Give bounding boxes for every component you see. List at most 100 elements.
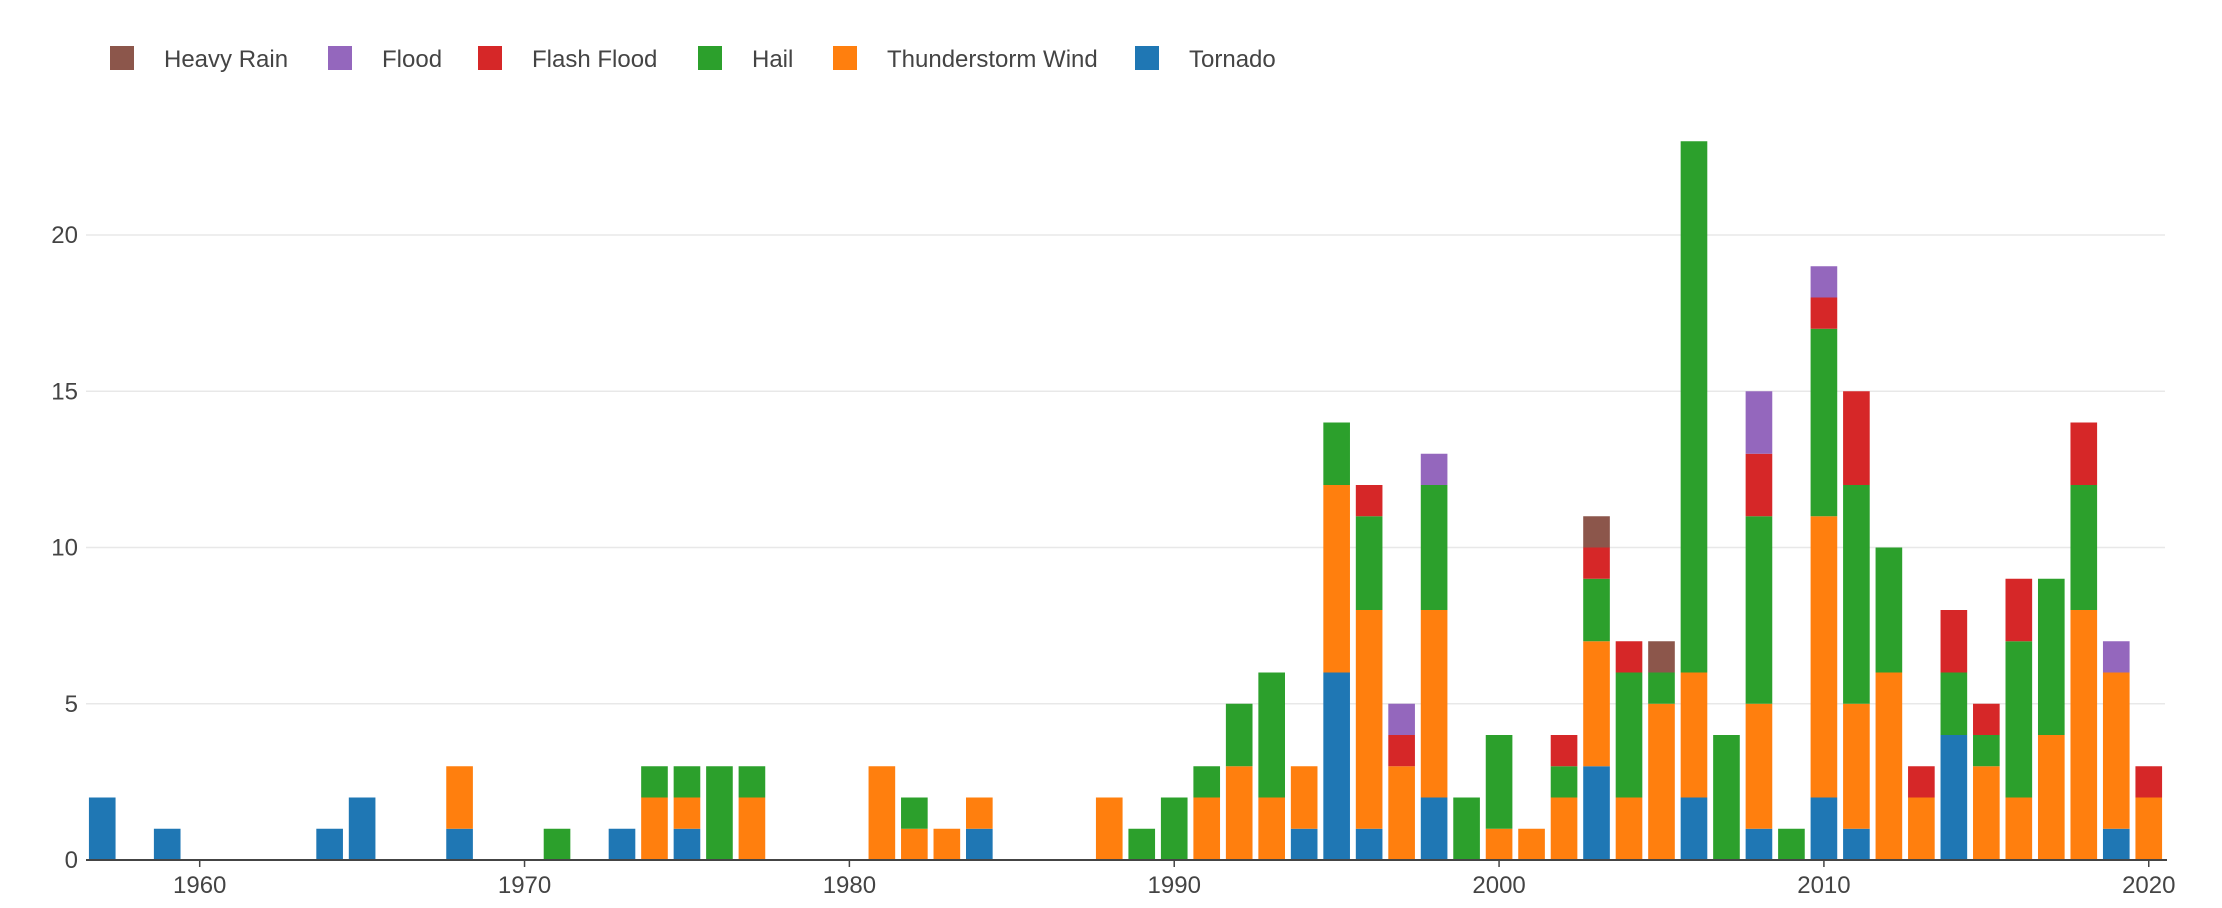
bar-tornado-1959[interactable]: [153, 828, 181, 860]
bar-thunderstorm-wind-2008[interactable]: [1745, 703, 1773, 829]
bar-flash-flood-2016[interactable]: [2005, 578, 2033, 642]
bar-thunderstorm-wind-2012[interactable]: [1875, 672, 1903, 861]
bar-hail-2014[interactable]: [1940, 672, 1968, 736]
bar-hail-1976[interactable]: [706, 766, 733, 860]
bar-hail-1971[interactable]: [543, 828, 571, 860]
bar-flash-flood-2004[interactable]: [1615, 641, 1643, 673]
bar-thunderstorm-wind-1997[interactable]: [1388, 766, 1415, 860]
bar-hail-1974[interactable]: [641, 766, 668, 798]
bar-thunderstorm-wind-2015[interactable]: [1973, 766, 2000, 860]
bar-flash-flood-2011[interactable]: [1843, 391, 1870, 485]
bar-flood-2010[interactable]: [1810, 266, 1838, 298]
bar-tornado-1973[interactable]: [608, 828, 636, 860]
bar-thunderstorm-wind-2020[interactable]: [2135, 797, 2163, 861]
bar-hail-2011[interactable]: [1843, 485, 1870, 704]
bar-thunderstorm-wind-1993[interactable]: [1258, 797, 1285, 861]
bar-flash-flood-1996[interactable]: [1355, 485, 1383, 517]
bar-thunderstorm-wind-2011[interactable]: [1843, 703, 1870, 829]
bar-tornado-1957[interactable]: [88, 797, 116, 861]
bar-hail-1992[interactable]: [1225, 703, 1253, 767]
bar-hail-2010[interactable]: [1810, 328, 1838, 517]
legend-item-hail[interactable]: Hail: [698, 46, 793, 73]
bar-thunderstorm-wind-1998[interactable]: [1420, 610, 1448, 798]
bar-flood-1998[interactable]: [1420, 453, 1448, 485]
bar-hail-2002[interactable]: [1550, 766, 1578, 798]
bar-hail-1999[interactable]: [1453, 797, 1480, 861]
bar-thunderstorm-wind-2002[interactable]: [1550, 797, 1578, 861]
bar-flash-flood-2018[interactable]: [2070, 422, 2098, 486]
bar-hail-2000[interactable]: [1485, 735, 1513, 829]
bar-flash-flood-2020[interactable]: [2135, 766, 2163, 798]
bar-hail-1998[interactable]: [1420, 485, 1448, 610]
bar-flash-flood-2003[interactable]: [1583, 547, 1610, 579]
bar-flood-2008[interactable]: [1745, 391, 1773, 454]
bar-tornado-2006[interactable]: [1680, 797, 1708, 861]
bar-tornado-1994[interactable]: [1290, 828, 1318, 860]
bar-thunderstorm-wind-1992[interactable]: [1225, 766, 1253, 860]
bar-hail-1982[interactable]: [901, 797, 928, 829]
bar-flash-flood-2010[interactable]: [1810, 297, 1838, 329]
bar-flash-flood-2002[interactable]: [1550, 735, 1578, 767]
bar-thunderstorm-wind-1984[interactable]: [966, 797, 993, 829]
bar-tornado-1968[interactable]: [446, 828, 473, 860]
bar-thunderstorm-wind-1996[interactable]: [1355, 610, 1383, 829]
bar-thunderstorm-wind-2000[interactable]: [1485, 828, 1513, 860]
bar-tornado-1995[interactable]: [1323, 672, 1350, 861]
legend[interactable]: Heavy Rain Flood Flash Flood Hail Thundersto…: [110, 46, 1276, 73]
bar-tornado-2010[interactable]: [1810, 797, 1838, 861]
bar-thunderstorm-wind-2016[interactable]: [2005, 797, 2033, 861]
bar-hail-1991[interactable]: [1193, 766, 1221, 798]
bar-thunderstorm-wind-1974[interactable]: [641, 797, 668, 861]
bar-thunderstorm-wind-2004[interactable]: [1615, 797, 1643, 861]
bar-tornado-1965[interactable]: [348, 797, 376, 861]
bar-hail-2008[interactable]: [1745, 516, 1773, 704]
bar-hail-1977[interactable]: [738, 766, 766, 798]
bar-thunderstorm-wind-1995[interactable]: [1323, 485, 1350, 673]
bar-flood-1997[interactable]: [1388, 703, 1415, 735]
bar-hail-2004[interactable]: [1615, 672, 1643, 798]
bar-hail-1990[interactable]: [1160, 797, 1188, 861]
bar-flash-flood-1997[interactable]: [1388, 735, 1415, 767]
bar-thunderstorm-wind-1983[interactable]: [933, 828, 961, 860]
bar-hail-2006[interactable]: [1680, 141, 1708, 673]
bar-hail-2016[interactable]: [2005, 641, 2033, 798]
bar-thunderstorm-wind-1975[interactable]: [673, 797, 701, 829]
bar-heavy-rain-2005[interactable]: [1648, 641, 1675, 673]
bar-thunderstorm-wind-1982[interactable]: [901, 828, 928, 860]
bar-hail-2005[interactable]: [1648, 672, 1675, 704]
bar-tornado-2011[interactable]: [1843, 828, 1870, 860]
bar-hail-2015[interactable]: [1973, 735, 2000, 767]
bar-thunderstorm-wind-2003[interactable]: [1583, 641, 1610, 767]
bar-thunderstorm-wind-1968[interactable]: [446, 766, 473, 829]
bar-thunderstorm-wind-2010[interactable]: [1810, 516, 1838, 798]
bar-thunderstorm-wind-1991[interactable]: [1193, 797, 1221, 861]
bar-hail-2012[interactable]: [1875, 547, 1903, 673]
legend-item-heavy-rain[interactable]: Heavy Rain: [110, 46, 288, 73]
bar-hail-1989[interactable]: [1128, 828, 1156, 860]
bar-hail-1993[interactable]: [1258, 672, 1285, 798]
bar-heavy-rain-2003[interactable]: [1583, 516, 1610, 548]
bar-hail-1995[interactable]: [1323, 422, 1350, 486]
bar-hail-2018[interactable]: [2070, 485, 2098, 610]
bar-thunderstorm-wind-2005[interactable]: [1648, 703, 1675, 860]
bar-flash-flood-2013[interactable]: [1908, 766, 1935, 798]
bar-thunderstorm-wind-2006[interactable]: [1680, 672, 1708, 798]
bar-flash-flood-2015[interactable]: [1973, 703, 2000, 735]
bar-thunderstorm-wind-2001[interactable]: [1518, 828, 1545, 860]
bar-thunderstorm-wind-2017[interactable]: [2037, 735, 2065, 860]
bar-thunderstorm-wind-1977[interactable]: [738, 797, 766, 861]
bar-hail-1975[interactable]: [673, 766, 701, 798]
bar-tornado-1975[interactable]: [673, 828, 701, 860]
bar-tornado-2008[interactable]: [1745, 828, 1773, 860]
bar-tornado-1964[interactable]: [316, 828, 343, 860]
bar-hail-2017[interactable]: [2037, 578, 2065, 735]
bar-flash-flood-2014[interactable]: [1940, 610, 1968, 673]
bar-thunderstorm-wind-1981[interactable]: [868, 766, 896, 860]
bar-hail-1996[interactable]: [1355, 516, 1383, 610]
bar-hail-2003[interactable]: [1583, 578, 1610, 642]
bar-flash-flood-2008[interactable]: [1745, 453, 1773, 517]
bar-tornado-1984[interactable]: [966, 828, 993, 860]
bar-tornado-1996[interactable]: [1355, 828, 1383, 860]
bar-thunderstorm-wind-2019[interactable]: [2102, 672, 2130, 829]
bar-flood-2019[interactable]: [2102, 641, 2130, 673]
